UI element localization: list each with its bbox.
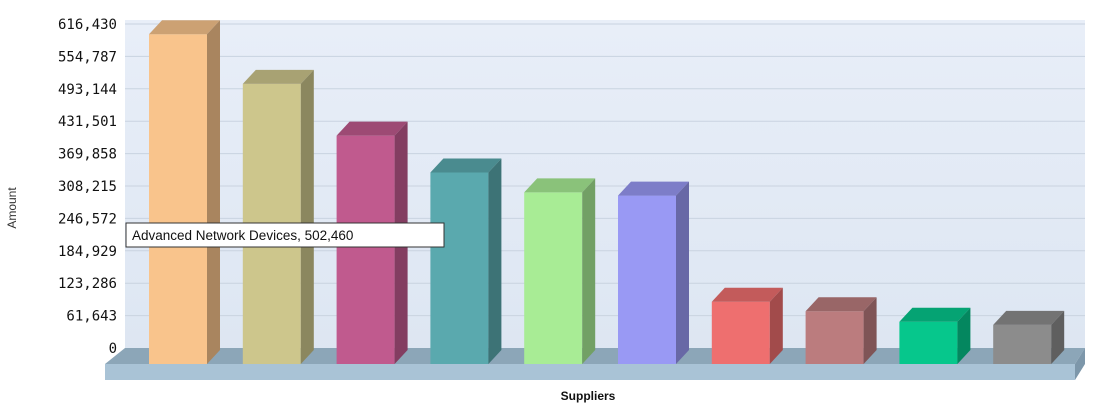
y-tick-label: 554,787 (58, 49, 117, 65)
bar-side (1051, 310, 1065, 364)
bar[interactable] (524, 178, 596, 364)
bar-front (618, 195, 676, 364)
bar[interactable] (430, 158, 502, 364)
bar-top (242, 69, 314, 84)
bar[interactable] (899, 307, 971, 364)
x-axis-title: Suppliers (561, 389, 616, 403)
bar[interactable] (993, 310, 1065, 364)
bar[interactable] (618, 181, 689, 364)
bar-front (149, 34, 207, 364)
bar-top (993, 310, 1065, 325)
bar-side (582, 178, 596, 364)
y-axis-title: Amount (5, 187, 19, 229)
bar-front (711, 301, 770, 364)
bar-front (336, 135, 395, 364)
y-tick-label: 369,858 (58, 147, 117, 163)
bar[interactable] (336, 121, 408, 364)
plot-floor-side (1075, 348, 1085, 380)
plot-floor-front (105, 364, 1075, 380)
bar[interactable] (242, 69, 314, 364)
bar-side (957, 307, 971, 364)
bar-side (300, 69, 314, 364)
bar[interactable] (149, 20, 220, 364)
bar-front (524, 192, 583, 364)
bar-front (993, 324, 1052, 364)
y-tick-label: 0 (109, 341, 117, 357)
y-tick-label: 616,430 (58, 17, 117, 33)
y-tick-label: 61,643 (66, 309, 117, 325)
bar-side (676, 181, 689, 364)
bar-front (805, 311, 864, 364)
bar[interactable] (711, 287, 783, 364)
bar-top (618, 181, 689, 196)
bar-top (899, 307, 971, 322)
y-tick-label: 123,286 (58, 276, 117, 292)
tooltip-text: Advanced Network Devices, 502,460 (132, 228, 353, 243)
y-tick-label: 431,501 (58, 114, 117, 130)
bar-front (899, 321, 958, 364)
tooltip-box (125, 222, 445, 248)
bar-top (430, 158, 502, 173)
y-tick-label: 308,215 (58, 179, 117, 195)
bar-top (336, 121, 408, 136)
bar-side (769, 287, 783, 364)
y-tick-label: 493,144 (58, 82, 117, 98)
bar-front (430, 172, 489, 364)
bar-side (488, 158, 502, 364)
bar-side (863, 297, 877, 364)
bar-side (207, 20, 220, 364)
bar[interactable] (805, 297, 877, 364)
tooltip: Advanced Network Devices, 502,460 (125, 222, 445, 248)
y-tick-label: 184,929 (58, 244, 117, 260)
bar-top (524, 178, 596, 193)
y-tick-label: 246,572 (58, 211, 117, 227)
y-axis-ticks: 0 61,643 123,286 184,929 246,572 308,215 369,8… (58, 17, 117, 357)
bar-top (711, 287, 783, 302)
bar-top (805, 297, 877, 312)
bar-top (149, 20, 220, 35)
